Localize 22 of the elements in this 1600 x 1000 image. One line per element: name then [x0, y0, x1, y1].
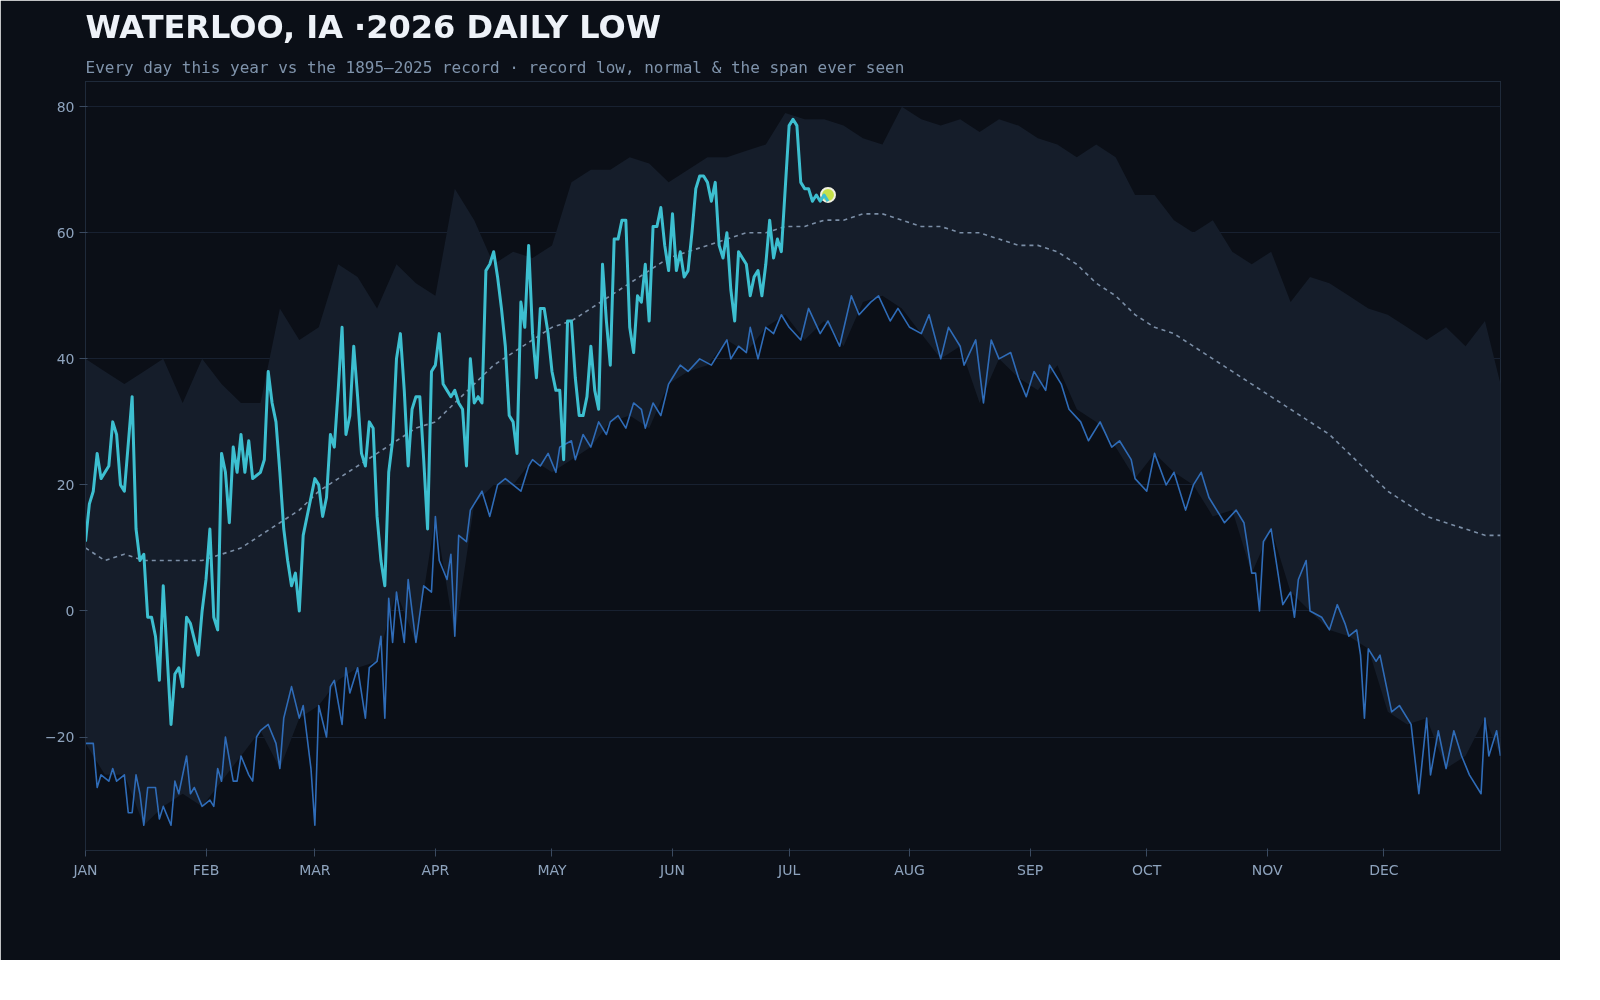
y-tick-label: −20 [44, 729, 75, 746]
x-tick-label: DEC [1369, 861, 1399, 878]
chart-title: WATERLOO, IA ·2026 DAILY LOW [85, 7, 662, 46]
line-series [85, 295, 1501, 827]
x-tick-label: JUN [659, 861, 685, 878]
y-tick-label: 20 [56, 476, 75, 493]
x-tick-label: JAN [72, 861, 98, 878]
x-tick-label: JUL [777, 861, 801, 878]
x-tick-label: SEP [1017, 861, 1044, 878]
x-tick-label: NOV [1251, 861, 1284, 878]
x-tick-label: AUG [894, 861, 925, 878]
x-tick-label: OCT [1132, 861, 1162, 878]
y-tick-label: 60 [56, 224, 75, 241]
chart-subtitle: Every day this year vs the 1895–2025 record · record low, normal & the span ever seen [85, 57, 905, 77]
y-tick-label: 0 [65, 602, 75, 619]
y-tick-label: 80 [56, 98, 75, 115]
x-tick-label: MAR [299, 861, 331, 878]
x-tick-label: MAY [537, 861, 567, 878]
y-tick-label: 40 [56, 350, 75, 367]
x-tick-label: APR [421, 861, 450, 878]
x-tick-label: FEB [192, 861, 220, 878]
line-series [85, 213, 1501, 562]
